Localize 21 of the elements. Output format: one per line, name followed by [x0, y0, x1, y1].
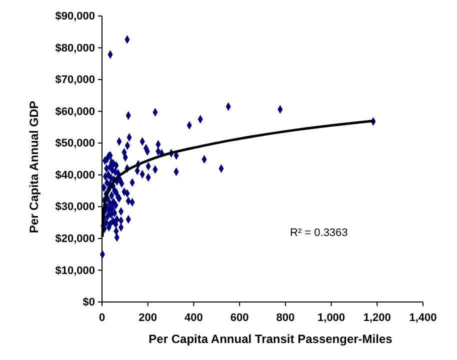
y-tick-label: $60,000: [55, 106, 95, 118]
y-tick-label: $10,000: [55, 264, 95, 277]
x-tick-label: 200: [138, 312, 158, 324]
x-tick-label: 1,000: [318, 312, 346, 324]
y-tick-label: $20,000: [55, 232, 95, 245]
x-tick-label: 400: [184, 312, 203, 324]
y-tick-label: $50,000: [55, 138, 95, 150]
y-tick-label: $80,000: [55, 42, 95, 54]
y-axis-title: Per Capita Annual GDP: [27, 100, 41, 234]
y-tick-label: $40,000: [55, 169, 95, 182]
x-tick-label: 1,200: [363, 312, 391, 324]
y-tick-label: $30,000: [55, 201, 95, 214]
x-tick-label: 1,400: [409, 312, 437, 324]
y-tick-label: $0: [82, 296, 95, 309]
x-tick-label: 600: [230, 312, 249, 324]
x-tick-label: 800: [276, 312, 295, 324]
y-tick-label: $90,000: [55, 10, 95, 23]
annotation: R² = 0.3363: [290, 227, 348, 239]
y-tick-label: $70,000: [55, 74, 95, 86]
x-axis-title: Per Capita Annual Transit Passenger-Miles: [148, 332, 393, 346]
x-tick-label: 0: [98, 312, 106, 324]
